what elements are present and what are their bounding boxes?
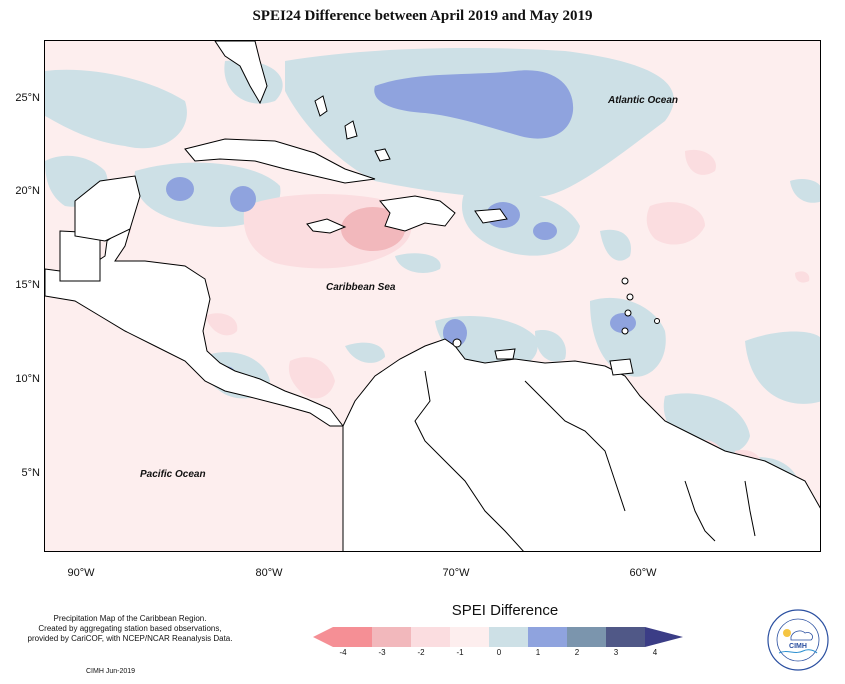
lon-label-80w: 80°W <box>255 567 283 579</box>
legend-arrow-right <box>645 627 683 647</box>
lat-label-10n: 10°N <box>15 373 40 385</box>
credit-line-3: provided by CariCOF, with NCEP/NCAR Rean… <box>27 634 233 643</box>
legend-tick: 3 <box>613 648 619 657</box>
map-title: SPEI24 Difference between April 2019 and… <box>252 8 593 24</box>
legend-swatch <box>606 627 645 647</box>
caribbean-sea-label: Caribbean Sea <box>326 282 396 293</box>
legend-swatch <box>411 627 450 647</box>
credit-line-1: Precipitation Map of the Caribbean Regio… <box>53 614 207 623</box>
legend-tick: 1 <box>535 648 541 657</box>
lon-label-70w: 70°W <box>442 567 470 579</box>
legend-colorbar <box>313 627 683 647</box>
lon-label-60w: 60°W <box>629 567 657 579</box>
logo-text: CIMH <box>789 643 807 650</box>
legend-tick: 0 <box>496 648 502 657</box>
coastlines <box>45 41 820 551</box>
wave-icon <box>778 649 818 654</box>
lat-label-15n: 15°N <box>15 279 40 291</box>
legend-tick: -3 <box>378 648 386 657</box>
lon-label-90w: 90°W <box>67 567 95 579</box>
map-panel: Atlantic Ocean Caribbean Sea Pacific Oce… <box>44 40 821 552</box>
credit-text: Precipitation Map of the Caribbean Regio… <box>14 614 246 644</box>
legend-swatch <box>372 627 411 647</box>
legend-tick: 4 <box>652 648 658 657</box>
legend-swatch <box>567 627 606 647</box>
legend-swatch <box>450 627 489 647</box>
credit-line-2: Created by aggregating station based obs… <box>38 624 222 633</box>
legend-swatch <box>333 627 372 647</box>
legend-tick: -1 <box>456 648 464 657</box>
sun-icon <box>783 629 791 637</box>
legend-tick: -4 <box>339 648 347 657</box>
lat-label-20n: 20°N <box>15 185 40 197</box>
atlantic-ocean-label: Atlantic Ocean <box>608 95 679 106</box>
legend-title: SPEI Difference <box>451 602 559 619</box>
lat-label-25n: 25°N <box>15 92 40 104</box>
cloud-icon <box>790 630 813 641</box>
legend-swatch <box>489 627 528 647</box>
spei-map-svg <box>45 41 820 551</box>
pacific-ocean-label: Pacific Ocean <box>140 469 206 480</box>
legend-arrow-left <box>313 627 333 647</box>
legend-swatch <box>528 627 567 647</box>
credit-date: CIMH Jun-2019 <box>86 668 136 675</box>
legend-tick: -2 <box>417 648 425 657</box>
legend-tick: 2 <box>574 648 580 657</box>
cimh-logo: CIMH <box>767 609 829 671</box>
lat-label-5n: 5°N <box>21 467 40 479</box>
blue-zones <box>166 70 659 515</box>
